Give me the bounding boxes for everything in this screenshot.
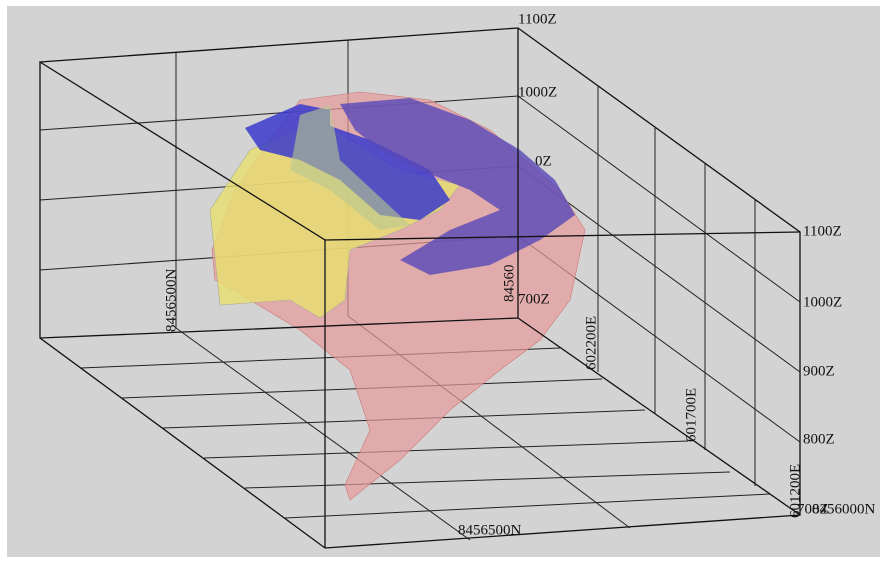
- axis-label: 0Z: [535, 153, 552, 169]
- model: [209, 91, 586, 501]
- axis-label: 601700E: [683, 388, 699, 442]
- yellow-fold: [290, 105, 410, 230]
- box-edge: [324, 231, 801, 241]
- axis-label: 700Z: [797, 501, 829, 517]
- grid-line: [39, 95, 519, 131]
- axis-label: 1100Z: [803, 223, 842, 239]
- axis-label: 8456000N: [812, 501, 876, 517]
- axis-labels: 1100Z1000Z0Z700Z845608456500N602200E6017…: [163, 11, 875, 538]
- axis-label: 700Z: [518, 291, 550, 307]
- axis-label: 1000Z: [518, 84, 557, 100]
- axis-label: 8456500N: [458, 522, 522, 538]
- grid-line: [175, 327, 471, 541]
- box-edge: [39, 27, 801, 549]
- axis-label: 800Z: [803, 431, 835, 447]
- axis-label: 84560: [501, 265, 517, 303]
- grid-line: [244, 471, 731, 489]
- blue-band: [340, 98, 575, 275]
- axis-label: 8456500N: [163, 269, 179, 333]
- axis-label: 602200E: [583, 316, 599, 370]
- grid-line: [284, 493, 771, 519]
- box-edge: [517, 317, 801, 516]
- axis-label: 1100Z: [518, 11, 557, 27]
- axis-label: 601200E: [787, 464, 803, 518]
- frame: [39, 27, 801, 549]
- axis-label: 900Z: [803, 363, 835, 379]
- axis-label: 1000Z: [803, 294, 842, 310]
- blue-band: [245, 104, 450, 220]
- grid-line: [517, 95, 801, 303]
- grid-line: [203, 440, 689, 459]
